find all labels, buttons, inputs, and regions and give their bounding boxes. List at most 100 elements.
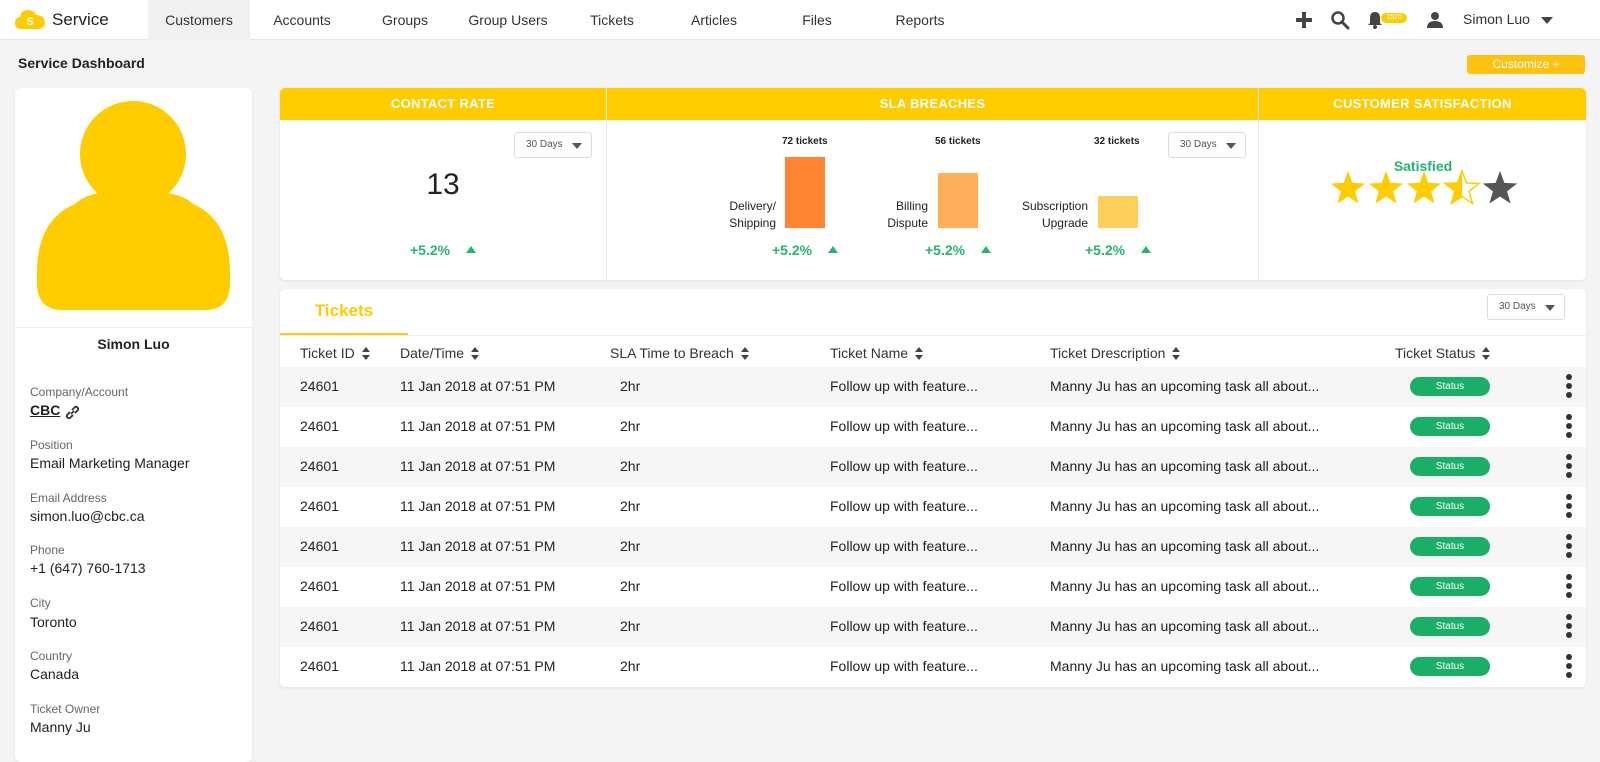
status-badge[interactable]: Status	[1410, 497, 1490, 516]
bell-icon[interactable]	[1365, 10, 1385, 30]
ticket-name: Follow up with feature...	[830, 378, 978, 394]
status-badge[interactable]: Status	[1410, 617, 1490, 636]
nav-item-group-users[interactable]: Group Users	[468, 12, 548, 28]
notification-badge: 1520	[1381, 13, 1407, 23]
ticket-datetime: 11 Jan 2018 at 07:51 PM	[400, 538, 556, 554]
link-icon[interactable]	[64, 404, 81, 421]
more-options-icon[interactable]	[1566, 454, 1572, 480]
column-header-sla-time[interactable]: SLA Time to Breach	[610, 345, 750, 361]
more-options-icon[interactable]	[1566, 374, 1572, 400]
nav-item-customers[interactable]: Customers	[148, 0, 250, 40]
nav-item-articles[interactable]: Articles	[691, 12, 737, 28]
status-badge[interactable]: Status	[1410, 457, 1490, 476]
ticket-description: Manny Ju has an upcoming task all about.…	[1050, 658, 1320, 674]
more-options-icon[interactable]	[1566, 654, 1572, 680]
brand-name[interactable]: Service	[52, 10, 109, 29]
company-link[interactable]: CBC	[30, 402, 61, 418]
customize-button[interactable]: Customize +	[1467, 55, 1585, 74]
column-header-label: Date/Time	[400, 345, 465, 361]
column-header-ticket-description[interactable]: Ticket Drescription	[1050, 345, 1181, 361]
sla-bar-label-line: Billing	[895, 199, 928, 213]
sla-breaches-range-select[interactable]: 30 Days	[1168, 132, 1246, 158]
ticket-id: 24601	[300, 538, 339, 554]
chevron-down-icon	[572, 143, 582, 149]
sla-bar-label: Billing Dispute	[830, 198, 928, 232]
status-badge[interactable]: Status	[1410, 377, 1490, 396]
sla-bar-billing-dispute	[938, 173, 978, 228]
more-options-icon[interactable]	[1566, 534, 1572, 560]
divider	[1258, 88, 1259, 280]
ticket-datetime: 11 Jan 2018 at 07:51 PM	[400, 418, 556, 434]
user-icon[interactable]	[1425, 10, 1445, 30]
plus-icon[interactable]	[1294, 10, 1314, 30]
profile-name: Simon Luo	[97, 336, 170, 352]
table-row[interactable]: 24601 11 Jan 2018 at 07:51 PM 2hr Follow…	[280, 647, 1586, 687]
trend-up-icon	[1141, 246, 1151, 253]
page-title: Service Dashboard	[18, 55, 145, 71]
ticket-description: Manny Ju has an upcoming task all about.…	[1050, 538, 1320, 554]
table-row[interactable]: 24601 11 Jan 2018 at 07:51 PM 2hr Follow…	[280, 367, 1586, 407]
column-header-label: Ticket Status	[1395, 345, 1476, 361]
ticket-description: Manny Ju has an upcoming task all about.…	[1050, 378, 1320, 394]
column-header-ticket-status[interactable]: Ticket Status	[1395, 345, 1491, 361]
ticket-name: Follow up with feature...	[830, 618, 978, 634]
ticket-name: Follow up with feature...	[830, 498, 978, 514]
ticket-datetime: 11 Jan 2018 at 07:51 PM	[400, 578, 556, 594]
column-header-date-time[interactable]: Date/Time	[400, 345, 480, 361]
sla-ticket-count: 56 tickets	[935, 136, 981, 147]
user-menu-name[interactable]: Simon Luo	[1463, 11, 1530, 27]
more-options-icon[interactable]	[1566, 494, 1572, 520]
status-badge[interactable]: Status	[1410, 657, 1490, 676]
range-select-label: 30 Days	[526, 139, 563, 150]
field-label-country: Country	[30, 649, 73, 663]
contact-rate-range-select[interactable]: 30 Days	[514, 132, 592, 158]
more-options-icon[interactable]	[1566, 574, 1572, 600]
sla-bar-label-line: Shipping	[729, 216, 776, 230]
column-header-ticket-id[interactable]: Ticket ID	[300, 345, 371, 361]
sort-icon[interactable]	[1482, 347, 1491, 361]
cloud-logo-icon[interactable]: S	[14, 7, 46, 33]
ticket-id: 24601	[300, 658, 339, 674]
ticket-sla: 2hr	[620, 578, 641, 594]
ticket-description: Manny Ju has an upcoming task all about.…	[1050, 418, 1320, 434]
avatar	[15, 88, 252, 328]
status-badge[interactable]: Status	[1410, 577, 1490, 596]
sort-icon[interactable]	[740, 347, 750, 361]
ticket-sla: 2hr	[620, 498, 641, 514]
status-badge[interactable]: Status	[1410, 537, 1490, 556]
sort-icon[interactable]	[471, 347, 480, 361]
table-row[interactable]: 24601 11 Jan 2018 at 07:51 PM 2hr Follow…	[280, 407, 1586, 447]
column-header-label: SLA Time to Breach	[610, 345, 734, 361]
nav-item-groups[interactable]: Groups	[382, 12, 428, 28]
column-header-label: Ticket ID	[300, 345, 355, 361]
tickets-range-select[interactable]: 30 Days	[1487, 294, 1565, 320]
nav-item-accounts[interactable]: Accounts	[273, 12, 331, 28]
nav-item-reports[interactable]: Reports	[895, 12, 945, 28]
table-row[interactable]: 24601 11 Jan 2018 at 07:51 PM 2hr Follow…	[280, 567, 1586, 607]
field-label-company: Company/Account	[30, 385, 129, 399]
table-row[interactable]: 24601 11 Jan 2018 at 07:51 PM 2hr Follow…	[280, 487, 1586, 527]
nav-item-files[interactable]: Files	[802, 12, 832, 28]
chevron-down-icon[interactable]	[1541, 17, 1553, 24]
sla-bar-delivery-shipping	[785, 157, 825, 228]
sla-trend: +5.2%	[1085, 242, 1126, 258]
customer-satisfaction-header: CUSTOMER SATISFACTION	[1259, 88, 1586, 120]
tab-tickets[interactable]: Tickets	[280, 289, 408, 336]
sort-icon[interactable]	[1172, 347, 1181, 361]
column-header-ticket-name[interactable]: Ticket Name	[830, 345, 924, 361]
table-row[interactable]: 24601 11 Jan 2018 at 07:51 PM 2hr Follow…	[280, 607, 1586, 647]
ticket-sla: 2hr	[620, 538, 641, 554]
table-row[interactable]: 24601 11 Jan 2018 at 07:51 PM 2hr Follow…	[280, 447, 1586, 487]
more-options-icon[interactable]	[1566, 414, 1572, 440]
search-icon[interactable]	[1330, 10, 1350, 30]
sort-icon[interactable]	[915, 347, 924, 361]
more-options-icon[interactable]	[1566, 614, 1572, 640]
ticket-name: Follow up with feature...	[830, 538, 978, 554]
ticket-datetime: 11 Jan 2018 at 07:51 PM	[400, 458, 556, 474]
status-badge[interactable]: Status	[1410, 417, 1490, 436]
nav-item-tickets[interactable]: Tickets	[590, 12, 634, 28]
sort-icon[interactable]	[361, 347, 371, 361]
table-row[interactable]: 24601 11 Jan 2018 at 07:51 PM 2hr Follow…	[280, 527, 1586, 567]
field-value-email: simon.luo@cbc.ca	[30, 508, 145, 524]
sla-bar-label-line: Dispute	[887, 216, 928, 230]
